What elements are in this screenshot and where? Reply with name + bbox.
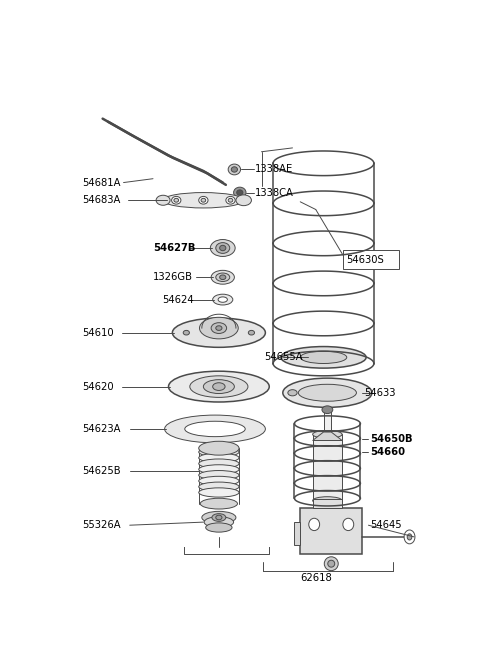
Ellipse shape xyxy=(213,294,233,305)
Text: 54630S: 54630S xyxy=(346,255,384,265)
Text: 54625B: 54625B xyxy=(82,466,120,476)
Ellipse shape xyxy=(328,560,335,567)
Text: 54645: 54645 xyxy=(370,520,402,530)
Ellipse shape xyxy=(156,195,170,205)
Ellipse shape xyxy=(216,326,222,330)
Ellipse shape xyxy=(204,380,234,394)
Ellipse shape xyxy=(211,271,234,284)
Ellipse shape xyxy=(226,196,235,204)
Ellipse shape xyxy=(231,167,238,172)
Ellipse shape xyxy=(163,193,244,208)
Ellipse shape xyxy=(172,196,181,204)
Polygon shape xyxy=(312,432,342,441)
Ellipse shape xyxy=(174,198,179,202)
Text: 54623A: 54623A xyxy=(82,424,120,434)
Text: 54660: 54660 xyxy=(370,447,405,457)
Ellipse shape xyxy=(199,447,239,457)
Ellipse shape xyxy=(202,512,236,523)
Ellipse shape xyxy=(185,421,245,437)
Bar xyxy=(312,434,342,500)
Ellipse shape xyxy=(283,378,372,407)
Ellipse shape xyxy=(212,514,226,521)
Text: 1338AE: 1338AE xyxy=(255,164,294,174)
Ellipse shape xyxy=(199,453,239,462)
Ellipse shape xyxy=(199,476,239,485)
Ellipse shape xyxy=(172,318,265,347)
Ellipse shape xyxy=(211,323,227,333)
Ellipse shape xyxy=(343,518,354,531)
Ellipse shape xyxy=(281,346,366,368)
Text: 55326A: 55326A xyxy=(82,520,120,530)
Text: 54610: 54610 xyxy=(82,328,113,338)
Ellipse shape xyxy=(234,187,246,198)
Ellipse shape xyxy=(288,390,297,396)
Text: 54624: 54624 xyxy=(162,295,194,305)
Text: 54633: 54633 xyxy=(364,388,396,398)
Ellipse shape xyxy=(404,530,415,544)
Ellipse shape xyxy=(220,246,226,251)
Ellipse shape xyxy=(312,430,342,438)
Ellipse shape xyxy=(199,465,239,474)
Ellipse shape xyxy=(312,496,342,504)
Ellipse shape xyxy=(200,498,238,509)
Ellipse shape xyxy=(309,518,320,531)
Ellipse shape xyxy=(199,459,239,468)
Ellipse shape xyxy=(237,190,243,195)
Text: 62618: 62618 xyxy=(300,572,332,582)
Text: 1338CA: 1338CA xyxy=(255,187,294,198)
Bar xyxy=(312,499,342,508)
Bar xyxy=(300,508,362,555)
Ellipse shape xyxy=(228,164,240,175)
Text: 54683A: 54683A xyxy=(82,195,120,205)
Ellipse shape xyxy=(183,330,190,335)
Ellipse shape xyxy=(220,275,226,280)
Ellipse shape xyxy=(322,406,333,413)
Bar xyxy=(294,522,300,545)
Ellipse shape xyxy=(216,273,230,282)
Ellipse shape xyxy=(228,198,233,202)
Ellipse shape xyxy=(199,196,208,204)
Text: 54655A: 54655A xyxy=(264,352,303,362)
Bar xyxy=(343,250,399,269)
Ellipse shape xyxy=(213,383,225,390)
Ellipse shape xyxy=(210,240,235,257)
Ellipse shape xyxy=(298,384,357,402)
Bar xyxy=(324,409,331,441)
Ellipse shape xyxy=(200,317,238,339)
Ellipse shape xyxy=(216,515,222,520)
Ellipse shape xyxy=(216,242,230,253)
Ellipse shape xyxy=(190,376,248,398)
Ellipse shape xyxy=(199,441,239,455)
Ellipse shape xyxy=(248,330,254,335)
Ellipse shape xyxy=(204,517,234,527)
Ellipse shape xyxy=(407,534,412,540)
Text: 54620: 54620 xyxy=(82,382,113,392)
Ellipse shape xyxy=(236,195,252,206)
Text: 54681A: 54681A xyxy=(82,178,120,187)
Ellipse shape xyxy=(199,488,239,497)
Ellipse shape xyxy=(218,297,228,303)
Text: 1326GB: 1326GB xyxy=(153,272,193,282)
Ellipse shape xyxy=(300,351,347,364)
Ellipse shape xyxy=(199,482,239,491)
Ellipse shape xyxy=(201,198,206,202)
Ellipse shape xyxy=(168,371,269,402)
Ellipse shape xyxy=(206,523,232,532)
Text: 54650B: 54650B xyxy=(370,434,412,444)
Ellipse shape xyxy=(199,470,239,479)
Text: 54627B: 54627B xyxy=(153,243,195,253)
Ellipse shape xyxy=(324,557,338,571)
Ellipse shape xyxy=(165,415,265,443)
